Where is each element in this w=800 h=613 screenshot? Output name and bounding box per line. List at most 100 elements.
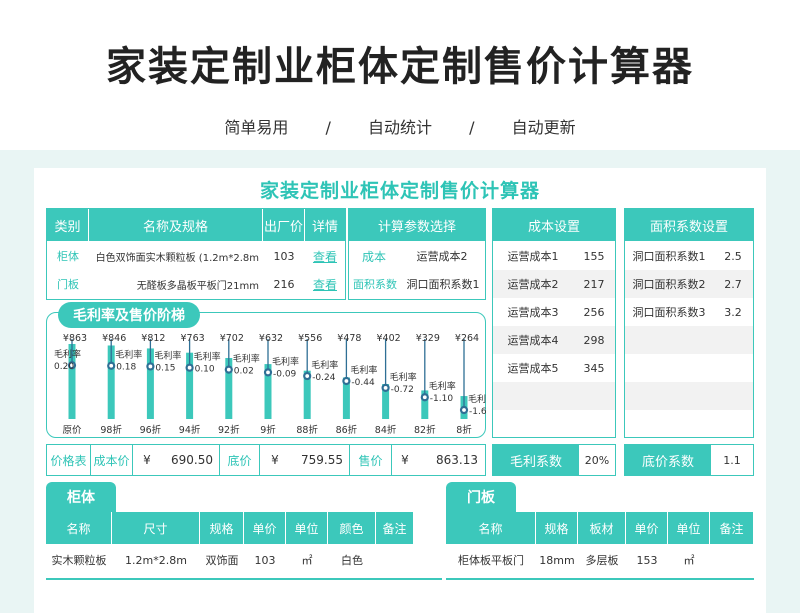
margin-label: 毛利率 [272, 355, 299, 367]
cost-label: 运营成本1 [507, 250, 559, 263]
cabinet-cell: 双饰面 [205, 554, 239, 567]
door-cell: 多层板 [585, 554, 619, 567]
area-row [625, 326, 753, 354]
page-title: 家装定制业柜体定制售价计算器 [106, 44, 694, 90]
category-label: 98折 [100, 424, 122, 436]
area-row [625, 354, 753, 382]
door-cell: 153 [636, 553, 658, 567]
margin-point [381, 383, 390, 392]
cost-value: 345 [583, 361, 605, 375]
door-col-header: 单价 [626, 512, 668, 544]
cost-row [493, 326, 615, 354]
category-label: 92折 [218, 424, 240, 436]
door-tab[interactable]: 门板 [446, 482, 516, 512]
param-label-area: 面积系数 [353, 278, 397, 291]
cabinet-col-header: 单位 [286, 512, 328, 544]
cabinet-tab[interactable]: 柜体 [46, 482, 116, 512]
cost-label: 运营成本2 [507, 278, 559, 291]
price-label: ¥863 [63, 333, 87, 344]
tag-easy: 简单易用 [224, 118, 289, 137]
product-category: 柜体 [57, 250, 79, 263]
margin-point [224, 365, 233, 374]
price-table-label: 价格表 [47, 445, 91, 475]
currency-symbol: ¥ [271, 453, 279, 467]
product-price: 103 [273, 249, 295, 263]
currency-symbol: ¥ [143, 453, 151, 467]
margin-coef-value[interactable]: 20% [584, 453, 610, 467]
price-label: ¥402 [377, 333, 401, 344]
margin-value: -0.44 [351, 378, 375, 388]
price-label: ¥632 [259, 333, 283, 344]
cabinet-col-header: 尺寸 [112, 512, 200, 544]
cabinet-cell: 103 [254, 553, 276, 567]
margin-point [107, 361, 116, 370]
header-price: 出厂价 [263, 209, 305, 241]
cost-value: 298 [583, 333, 605, 347]
cost-row [493, 270, 615, 298]
margin-label: 毛利率 [468, 393, 486, 405]
area-row [625, 270, 753, 298]
margin-value: 0.18 [116, 363, 136, 373]
margin-value: -0.72 [391, 385, 414, 395]
price-bar [264, 364, 272, 419]
param-value-area[interactable]: 洞口面积系数1 [406, 278, 480, 291]
param-header: 计算参数选择 [349, 209, 485, 241]
cabinet-cell [376, 546, 414, 574]
area-value: 2.5 [724, 249, 742, 263]
door-bottom-line [446, 578, 754, 580]
area-value: 2.7 [724, 277, 742, 291]
margin-value: 0.10 [195, 365, 215, 375]
cabinet-col-header: 颜色 [328, 512, 376, 544]
margin-point [263, 368, 273, 377]
cost-price-label: 成本价 [91, 445, 133, 475]
price-label: ¥264 [455, 333, 479, 344]
price-bar [146, 348, 154, 419]
tag-auto-stat: 自动统计 [367, 118, 432, 137]
detail-link[interactable]: 查看 [312, 277, 337, 292]
cost-row [493, 410, 615, 438]
price-label: ¥702 [220, 333, 244, 344]
cost-price-value: 690.50 [160, 445, 220, 475]
area-row [625, 410, 753, 438]
margin-point [342, 376, 351, 386]
door-col-header: 规格 [536, 512, 578, 544]
price-label: ¥329 [416, 333, 440, 344]
sale-price-value: 863.13 [436, 453, 478, 467]
base-coef-value[interactable]: 1.1 [723, 453, 741, 467]
separator: / [469, 118, 475, 137]
cost-label: 运营成本5 [507, 362, 559, 375]
header-name: 名称及规格 [89, 209, 263, 241]
base-price-value: 759.55 [288, 445, 350, 475]
area-label: 洞口面积系数1 [632, 250, 706, 263]
sheet-title: 家装定制业柜体定制售价计算器 [259, 180, 540, 202]
area-value: 3.2 [724, 305, 742, 319]
price-bar [421, 390, 429, 419]
detail-link[interactable]: 查看 [312, 249, 337, 264]
margin-value: 0.15 [155, 363, 175, 373]
cost-value: 155 [583, 249, 605, 263]
cabinet-col-header: 名称 [46, 512, 112, 544]
cabinet-col-header: 单价 [244, 512, 286, 544]
door-cell [710, 546, 754, 574]
price-bar [303, 370, 311, 419]
margin-point [185, 363, 194, 372]
cabinet-cell: ㎡ [301, 554, 313, 567]
header-detail: 详情 [305, 209, 345, 241]
separator: / [325, 118, 331, 137]
margin-label: 毛利率 [390, 371, 417, 383]
param-value-cost[interactable]: 运营成本2 [416, 250, 468, 263]
page-subtitle: 简单易用 / 自动统计 / 自动更新 [0, 114, 800, 138]
currency-symbol: ¥ [401, 453, 409, 467]
area-label: 洞口面积系数2 [632, 278, 706, 291]
product-name: 白色双饰面实木颗粒板 (1.2m*2.8m [95, 252, 259, 264]
cost-value: 256 [583, 305, 605, 319]
margin-label: 毛利率 [350, 364, 377, 376]
margin-label: 毛利率 [54, 348, 81, 360]
category-label: 9折 [260, 424, 276, 436]
tag-auto-update: 自动更新 [511, 118, 576, 137]
door-cell: 柜体板平板门 [458, 554, 524, 567]
margin-value: -0.09 [273, 369, 297, 379]
category-label: 8折 [456, 424, 472, 436]
margin-label: 毛利率 [115, 349, 142, 361]
category-label: 84折 [375, 424, 397, 436]
